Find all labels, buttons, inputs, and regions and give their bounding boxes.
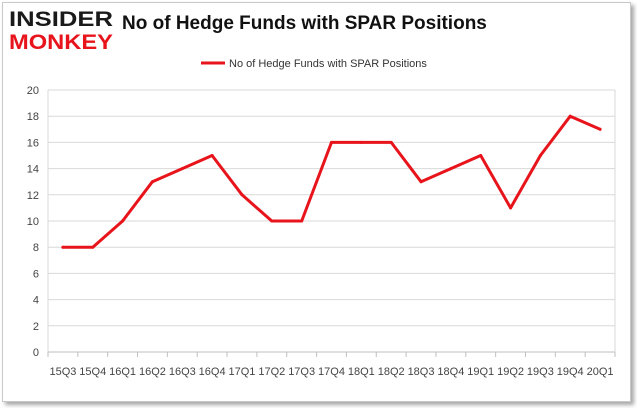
x-tick-label: 18Q3 [408, 366, 435, 378]
data-point [210, 154, 214, 157]
data-point [270, 219, 274, 223]
data-point [240, 193, 244, 197]
insider-monkey-logo: INSIDER MONKEY [9, 8, 113, 52]
x-tick-label: 18Q4 [437, 366, 464, 378]
x-tick-label: 19Q4 [557, 366, 584, 378]
data-point [419, 180, 423, 184]
data-point [389, 140, 393, 144]
y-tick-label: 20 [27, 85, 39, 97]
data-point [121, 219, 125, 223]
legend-label: No of Hedge Funds with SPAR Positions [229, 58, 427, 70]
data-point [180, 167, 184, 171]
x-tick-label: 19Q2 [497, 366, 524, 378]
data-point [330, 140, 333, 144]
data-point [359, 140, 363, 144]
data-point [568, 114, 572, 118]
x-tick-label: 17Q2 [258, 366, 285, 378]
logo-top-text: INSIDER [9, 8, 113, 31]
series-line [61, 114, 602, 249]
x-tick-label: 20Q1 [587, 366, 614, 378]
x-tick-label: 16Q4 [199, 366, 226, 378]
x-tick-label: 17Q4 [318, 366, 345, 378]
y-tick-label: 18 [27, 111, 39, 123]
chart-frame [2, 2, 631, 402]
y-tick-label: 2 [33, 321, 39, 333]
data-point [300, 219, 304, 223]
x-tick-label: 16Q2 [139, 366, 166, 378]
x-tick-label: 15Q4 [79, 366, 106, 378]
y-tick-label: 10 [27, 216, 39, 228]
x-tick-label: 17Q1 [229, 366, 256, 378]
data-point [509, 206, 513, 210]
x-tick-label: 16Q3 [169, 366, 196, 378]
y-tick-label: 4 [33, 295, 39, 307]
y-tick-label: 12 [27, 190, 39, 202]
y-tick-label: 8 [33, 242, 39, 254]
y-tick-label: 16 [27, 137, 39, 149]
data-point [61, 245, 65, 249]
data-point [150, 180, 154, 184]
data-point [449, 167, 453, 171]
x-tick-label: 15Q3 [49, 366, 76, 378]
x-tick-label: 19Q3 [527, 366, 554, 378]
x-tick-label: 16Q1 [109, 366, 136, 378]
data-point [91, 245, 95, 249]
data-point [538, 154, 542, 157]
data-point [598, 127, 602, 131]
x-tick-label: 18Q1 [348, 366, 375, 378]
data-point [479, 154, 483, 157]
x-tick-label: 17Q3 [288, 366, 315, 378]
x-tick-label: 18Q2 [378, 366, 405, 378]
y-tick-label: 0 [33, 347, 39, 359]
y-tick-label: 14 [27, 164, 39, 176]
y-tick-label: 6 [33, 268, 39, 280]
logo-bottom-text: MONKEY [9, 31, 113, 52]
chart-title: No of Hedge Funds with SPAR Positions [122, 13, 487, 34]
x-tick-label: 19Q1 [467, 366, 494, 378]
